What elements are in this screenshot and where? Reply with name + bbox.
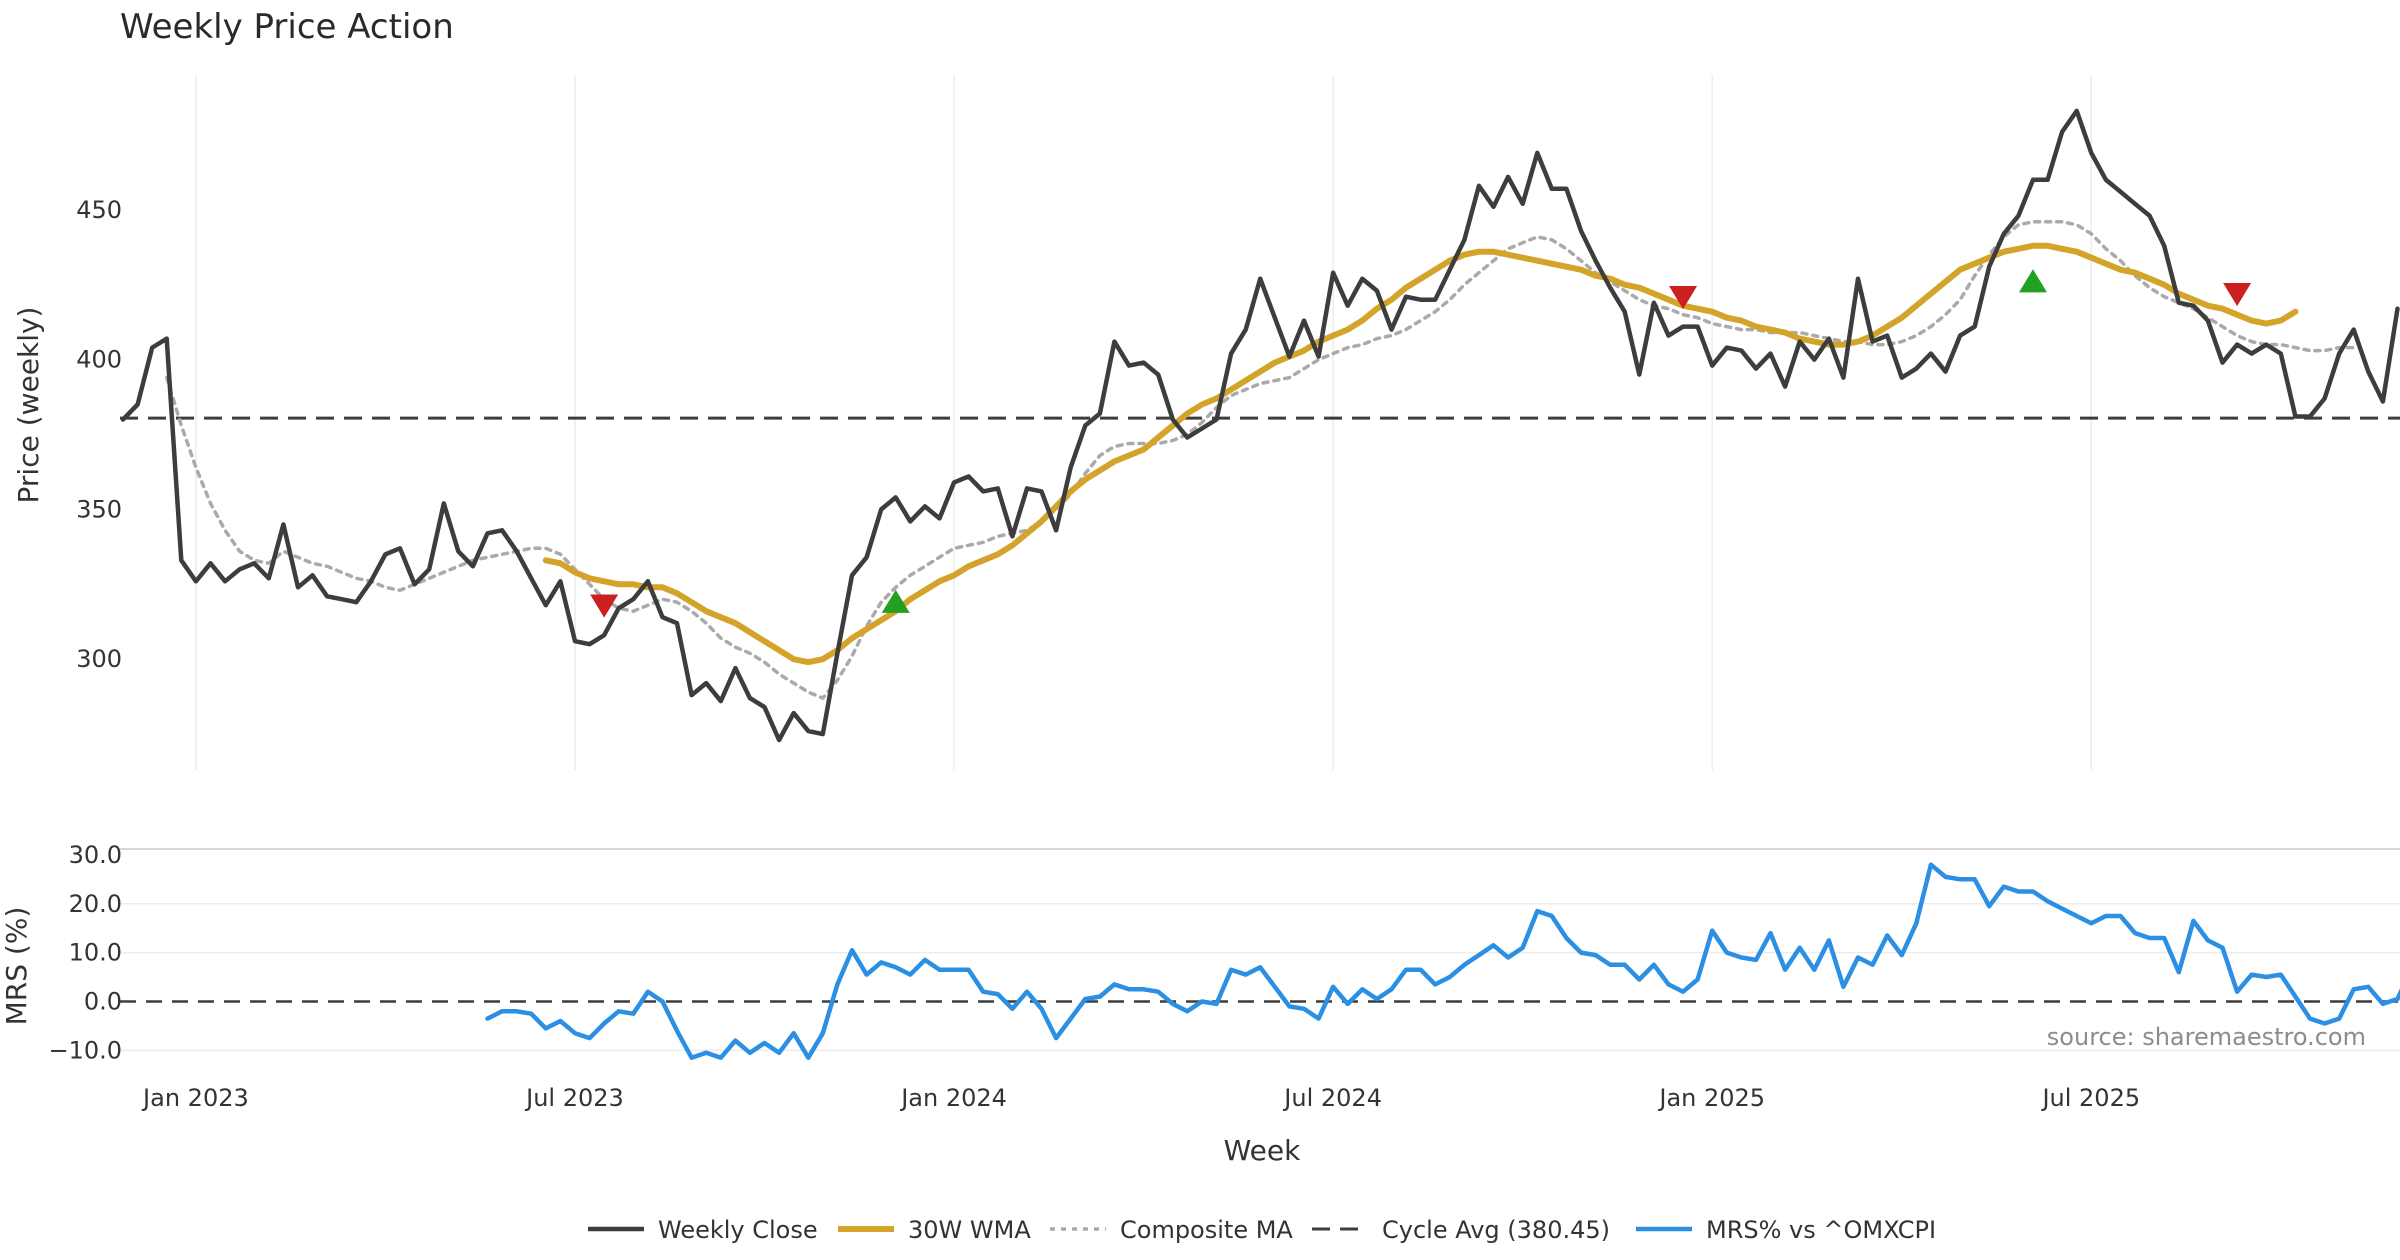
- legend-label: 30W WMA: [908, 1216, 1031, 1244]
- x-axis-ticks: Jan 2023 Jul 2023 Jan 2024 Jul 2024 Jan 2025…: [141, 1084, 2140, 1112]
- legend-label: Composite MA: [1120, 1216, 1293, 1244]
- mrs-y-tick-label: 20.0: [69, 890, 122, 918]
- x-tick-label: Jan 2023: [141, 1084, 249, 1112]
- x-axis-label: Week: [1224, 1134, 1301, 1167]
- legend-label: MRS% vs ^OMXCPI: [1706, 1216, 1936, 1244]
- mrs-y-tick-label: 30.0: [69, 841, 122, 869]
- price-series: [120, 108, 2400, 743]
- price-y-tick-label: 450: [76, 196, 122, 224]
- sell-signal-marker: [1669, 285, 1698, 310]
- mrs-panel: −10.0 0.0 10.0 20.0 30.0 MRS (%) source: sha…: [0, 841, 2400, 1064]
- x-tick-label: Jan 2025: [1657, 1084, 1765, 1112]
- buy-signal-marker: [2018, 269, 2047, 293]
- mrs-y-tick-label: 10.0: [69, 939, 122, 967]
- composite-ma-line: [164, 220, 2356, 700]
- legend-label: Weekly Close: [658, 1216, 818, 1244]
- x-tick-label: Jul 2024: [1282, 1084, 1382, 1112]
- weekly-close-line: [120, 108, 2400, 743]
- mrs-line: [485, 862, 2400, 1060]
- price-y-ticks: 300 350 400 450: [76, 196, 122, 673]
- mrs-y-ticks: −10.0 0.0 10.0 20.0 30.0: [48, 841, 122, 1064]
- mrs-y-tick-label: 0.0: [84, 987, 122, 1015]
- mrs-y-tick-label: −10.0: [48, 1036, 122, 1064]
- source-watermark: source: sharemaestro.com: [2047, 1023, 2366, 1051]
- mrs-series: [485, 862, 2400, 1060]
- price-y-tick-label: 400: [76, 346, 122, 374]
- x-tick-label: Jan 2024: [899, 1084, 1007, 1112]
- buy-signal-marker: [881, 589, 910, 613]
- wma-30w-line: [542, 242, 2299, 666]
- price-y-tick-label: 300: [76, 645, 122, 673]
- price-gridlines: [195, 75, 2093, 770]
- price-y-tick-label: 350: [76, 495, 122, 523]
- legend-label: Cycle Avg (380.45): [1382, 1216, 1610, 1244]
- price-panel: 300 350 400 450 Price (weekly): [12, 75, 2400, 770]
- signal-markers: [590, 269, 2252, 618]
- x-tick-label: Jul 2023: [524, 1084, 624, 1112]
- mrs-y-axis-label: MRS (%): [0, 907, 33, 1026]
- sell-signal-marker: [590, 594, 619, 618]
- sell-signal-marker: [2223, 282, 2252, 307]
- x-tick-label: Jul 2025: [2040, 1084, 2140, 1112]
- chart-title: Weekly Price Action: [120, 7, 454, 47]
- mrs-gridlines: [120, 903, 2400, 1052]
- price-y-axis-label: Price (weekly): [12, 307, 45, 504]
- legend: Weekly Close 30W WMA Composite MA Cycle Avg…: [588, 1216, 1936, 1244]
